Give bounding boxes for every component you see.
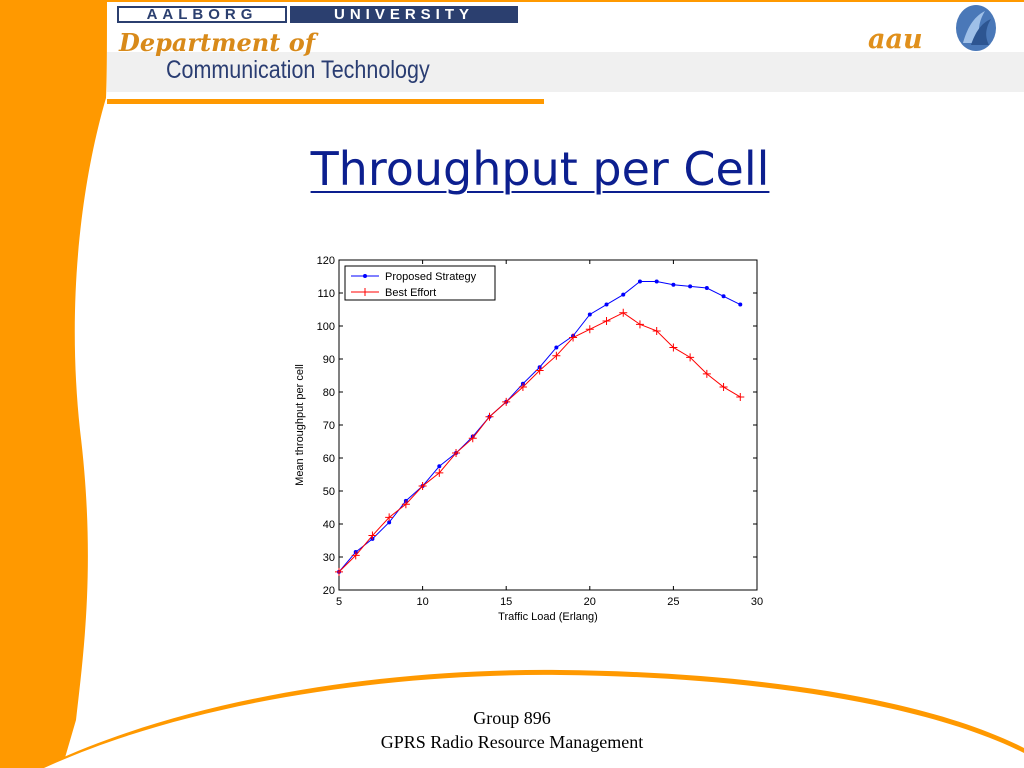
y-tick-label: 40	[323, 519, 335, 531]
data-point	[351, 551, 360, 560]
data-point	[585, 325, 594, 334]
data-point	[637, 279, 642, 284]
data-point	[719, 383, 728, 392]
data-point	[619, 308, 628, 317]
data-point	[702, 369, 711, 378]
data-point	[554, 345, 559, 350]
header-gray-band	[107, 52, 1024, 92]
data-point	[604, 302, 609, 307]
data-point	[569, 333, 578, 342]
x-tick-label: 30	[751, 596, 763, 608]
data-point	[452, 449, 461, 458]
left-orange-wave	[0, 0, 107, 768]
data-point	[621, 292, 626, 297]
data-point	[437, 464, 442, 469]
legend-label: Best Effort	[385, 287, 436, 299]
data-point	[401, 500, 410, 509]
plot-area	[338, 259, 758, 591]
footer: Group 896 GPRS Radio Resource Management	[300, 706, 724, 754]
data-point	[535, 366, 544, 375]
aau-logo-text: aau	[868, 24, 923, 55]
slide-title: Throughput per Cell	[310, 142, 770, 196]
data-point	[602, 317, 611, 326]
x-axis-label: Traffic Load (Erlang)	[498, 611, 598, 623]
data-point	[635, 320, 644, 329]
data-point	[502, 397, 511, 406]
y-tick-label: 100	[317, 321, 335, 333]
university-banner-left: AALBORG	[117, 6, 287, 23]
y-tick-label: 80	[323, 387, 335, 399]
data-point	[587, 312, 592, 317]
data-point	[654, 279, 659, 284]
y-tick-label: 70	[323, 420, 335, 432]
legend-marker	[361, 288, 369, 296]
y-axis-label: Mean throughput per cell	[294, 364, 306, 486]
throughput-chart: 5 10 15 20 25 30 20 30 40 50 60 70 80 90 100 110 120 Traf…	[294, 255, 763, 623]
bottom-white-swoosh	[44, 674, 1024, 768]
y-tick-label: 20	[323, 585, 335, 597]
data-point	[387, 520, 392, 525]
legend-box	[344, 265, 496, 301]
x-tick-label: 5	[336, 596, 342, 608]
y-tick-label: 90	[323, 354, 335, 366]
data-point	[688, 284, 693, 289]
data-point	[671, 282, 676, 287]
data-point	[738, 302, 743, 307]
data-point	[468, 434, 477, 443]
data-point	[669, 343, 678, 352]
data-point	[704, 286, 709, 291]
y-tick-label: 60	[323, 453, 335, 465]
data-point	[435, 468, 444, 477]
data-point	[485, 412, 494, 421]
data-point	[385, 513, 394, 522]
x-tick-label: 20	[584, 596, 596, 608]
legend-label: Proposed Strategy	[385, 271, 477, 283]
university-banner-right: UNIVERSITY	[290, 6, 518, 23]
y-tick-label: 50	[323, 486, 335, 498]
x-tick-label: 25	[667, 596, 679, 608]
legend-marker	[363, 274, 367, 278]
department-name: Communication Technology	[166, 56, 430, 84]
header-top-rule	[107, 0, 1024, 2]
data-point	[552, 351, 561, 360]
data-point	[518, 383, 527, 392]
header-orange-rule	[107, 99, 544, 104]
footer-course: GPRS Radio Resource Management	[380, 732, 644, 752]
x-tick-label: 10	[416, 596, 428, 608]
y-tick-label: 110	[317, 288, 335, 300]
department-label: Department of	[119, 28, 316, 57]
x-tick-label: 15	[500, 596, 512, 608]
y-tick-label: 120	[317, 255, 335, 267]
data-point	[721, 294, 726, 299]
footer-group: Group 896	[473, 708, 551, 728]
data-point	[368, 531, 377, 540]
data-point	[418, 482, 427, 491]
data-point	[652, 326, 661, 335]
aau-emblem-icon	[956, 5, 996, 51]
data-point	[335, 567, 343, 576]
y-tick-label: 30	[323, 552, 335, 564]
data-point	[736, 392, 745, 401]
data-point	[686, 353, 695, 362]
